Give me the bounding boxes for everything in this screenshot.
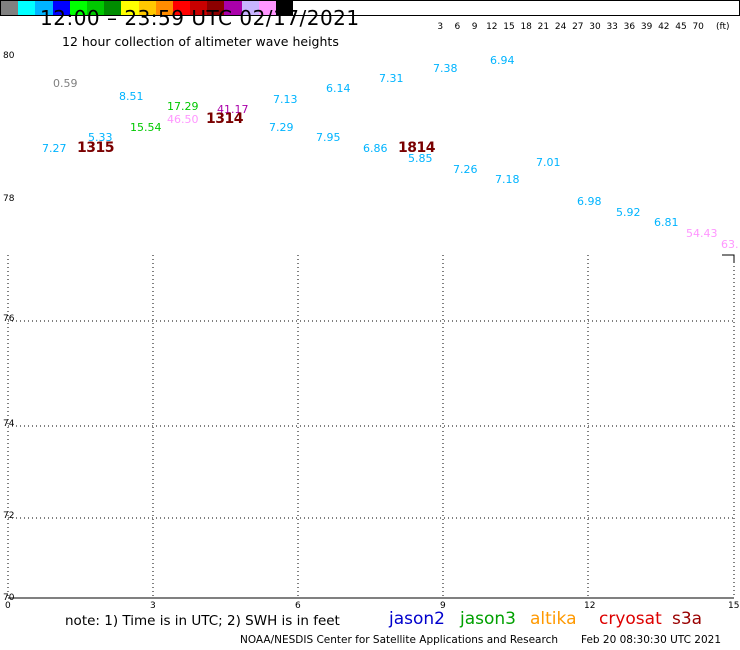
color-legend [0,0,740,16]
wave-height-label: 7.26 [453,163,478,176]
wave-height-label: 15.54 [130,121,162,134]
wave-height-label: 5.33 [88,131,113,144]
footer-note: note: 1) Time is in UTC; 2) SWH is in fe… [65,613,340,629]
legend-swatch [224,1,242,15]
legend-label: 36 [623,22,636,32]
legend-swatch [138,1,156,15]
legend-label: 24 [554,22,567,32]
x-tick-6: 6 [295,601,301,611]
legend-sat-jason3: jason3 [460,609,516,629]
legend-label: 12 [486,22,498,32]
legend-swatch [35,1,53,15]
legend-swatch [276,1,294,15]
legend-label: 27 [572,22,584,32]
legend-label: 70 [692,22,704,32]
wave-height-label: 6.94 [490,54,515,67]
wave-height-label: 7.27 [42,142,67,155]
wave-height-label: 7.18 [495,173,520,186]
wave-height-label: 7.13 [273,93,298,106]
legend-swatch [52,1,70,15]
wave-height-label: 7.95 [316,131,341,144]
y-tick-78: 78 [3,194,15,204]
legend-sat-cryosat: cryosat [599,609,662,629]
wave-height-label: 17.29 [167,100,199,113]
wave-height-label: 7.01 [536,156,561,169]
x-tick-0: 0 [5,601,11,611]
legend-swatch [121,1,139,15]
x-tick-9: 9 [440,601,446,611]
y-tick-70: 70 [3,593,15,603]
legend-label: 18 [520,22,532,32]
y-tick-74: 74 [3,419,15,429]
pass-time-label: 1314 [206,111,243,127]
legend-swatch [86,1,105,15]
wave-height-label: 54.43 [686,227,718,240]
wave-height-label: 6.98 [577,195,602,208]
wave-height-label: 46.50 [167,113,199,126]
legend-swatch [104,1,122,15]
legend-swatch [258,1,276,15]
legend-swatch [155,1,173,15]
y-tick-80: 80 [3,51,15,61]
legend-swatch [1,1,19,15]
wave-height-label: 6.86 [363,142,388,155]
wave-height-label: 41.17 [217,103,249,116]
pass-time-label: 1814 [398,140,435,156]
legend-sat-jason2: jason2 [389,609,445,629]
track-end-marker [722,254,735,262]
legend-label: 42 [658,22,670,32]
legend-swatch [241,1,259,15]
map-gridlines [7,255,735,598]
legend-label: 45 [675,22,687,32]
wave-height-label: 0.59 [53,77,78,90]
legend-swatch [172,1,191,15]
legend-label: 33 [606,22,618,32]
chart-title: 12:00 – 23:59 UTC 02/17/2021 [40,6,360,30]
legend-swatch [18,1,36,15]
legend-label: 3 [437,22,444,32]
legend-swatch [69,1,87,15]
wave-height-label: 7.31 [379,72,404,85]
legend-sat-altika: altika [530,609,577,629]
wave-height-label: 7.38 [433,62,458,75]
x-tick-15: 15 [728,601,740,611]
footer-credit: NOAA/NESDIS Center for Satellite Applica… [240,634,558,646]
wave-height-label: 6.14 [326,82,351,95]
legend-label: 21 [537,22,550,32]
legend-unit: (ft) [716,22,730,32]
wave-height-label: 63. [721,238,739,251]
legend-sat-s3a: s3a [672,609,703,629]
legend-label: 9 [471,22,478,32]
legend-label: 15 [503,22,515,32]
legend-label: 6 [454,22,461,32]
y-tick-76: 76 [3,314,15,324]
pass-time-label: 1315 [77,140,114,156]
x-tick-3: 3 [150,601,156,611]
chart-subtitle: 12 hour collection of altimeter wave hei… [62,34,339,49]
x-tick-12: 12 [584,601,596,611]
y-tick-72: 72 [3,511,15,521]
wave-height-label: 7.29 [269,121,294,134]
legend-swatch [207,1,225,15]
wave-height-label: 5.85 [408,152,433,165]
footer-timestamp: Feb 20 08:30:30 UTC 2021 [581,634,721,646]
wave-height-label: 8.51 [119,90,144,103]
legend-label: 30 [589,22,601,32]
wave-height-label: 6.81 [654,216,679,229]
legend-label: 39 [640,22,653,32]
wave-height-label: 5.92 [616,206,641,219]
legend-swatch [190,1,208,15]
